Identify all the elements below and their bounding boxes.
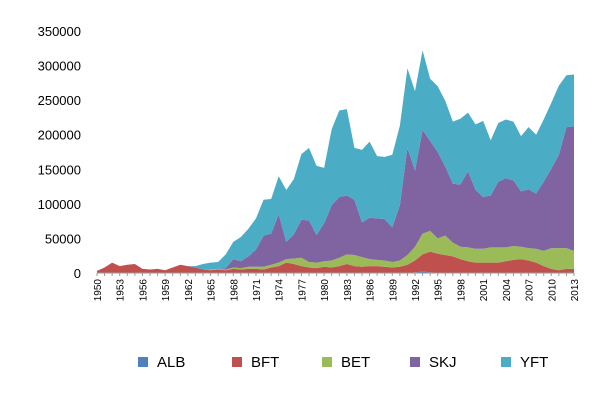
legend-label-bft: BFT (251, 354, 279, 371)
y-tick-label: 300000 (38, 59, 81, 74)
x-tick-label: 1953 (116, 279, 127, 302)
legend: ALB BFT BET SKJ YFT (138, 354, 548, 371)
x-axis-ticks: 1950 1953 1956 1959 1962 1965 1968 1971 1974 1977… (93, 273, 581, 301)
legend-swatch-alb (138, 357, 148, 367)
x-tick-label: 2007 (525, 279, 536, 302)
y-axis-ticks: 0 50000 100000 150000 200000 250000 300000 3500… (38, 24, 81, 281)
legend-swatch-bft (232, 357, 242, 367)
y-tick-label: 0 (74, 266, 81, 281)
y-tick-label: 100000 (38, 197, 81, 212)
legend-label-alb: ALB (157, 354, 185, 371)
legend-label-skj: SKJ (429, 354, 457, 371)
y-tick-label: 250000 (38, 93, 81, 108)
y-tick-label: 200000 (38, 128, 81, 143)
x-tick-label: 1950 (93, 279, 104, 302)
legend-swatch-yft (501, 357, 511, 367)
series-area-bft (97, 251, 574, 273)
legend-label-yft: YFT (520, 354, 548, 371)
x-tick-label: 1998 (456, 279, 467, 302)
x-tick-label: 2013 (570, 279, 581, 302)
y-tick-label: 150000 (38, 162, 81, 177)
x-tick-label: 1968 (229, 279, 240, 302)
x-tick-label: 2001 (479, 279, 490, 302)
x-tick-label: 1962 (184, 279, 195, 302)
y-tick-label: 50000 (45, 231, 81, 246)
series-area-bet (97, 230, 574, 271)
x-tick-label: 2010 (547, 279, 558, 302)
x-tick-label: 1989 (388, 279, 399, 302)
legend-swatch-skj (410, 357, 420, 367)
x-tick-label: 1983 (343, 279, 354, 302)
x-tick-label: 1974 (275, 279, 286, 302)
x-tick-label: 1965 (207, 279, 218, 302)
x-tick-label: 1992 (411, 279, 422, 302)
x-tick-label: 1971 (252, 279, 263, 302)
legend-swatch-bet (322, 357, 332, 367)
y-tick-label: 350000 (38, 24, 81, 39)
series-areas (97, 50, 574, 273)
legend-label-bet: BET (341, 354, 370, 371)
series-area-skj (97, 126, 574, 271)
x-tick-label: 1980 (320, 279, 331, 302)
series-area-yft (97, 50, 574, 271)
x-tick-label: 1956 (138, 279, 149, 302)
x-tick-label: 1977 (297, 279, 308, 302)
x-tick-label: 1986 (366, 279, 377, 302)
x-tick-label: 1995 (434, 279, 445, 302)
x-tick-label: 1959 (161, 279, 172, 302)
x-tick-label: 2004 (502, 279, 513, 302)
